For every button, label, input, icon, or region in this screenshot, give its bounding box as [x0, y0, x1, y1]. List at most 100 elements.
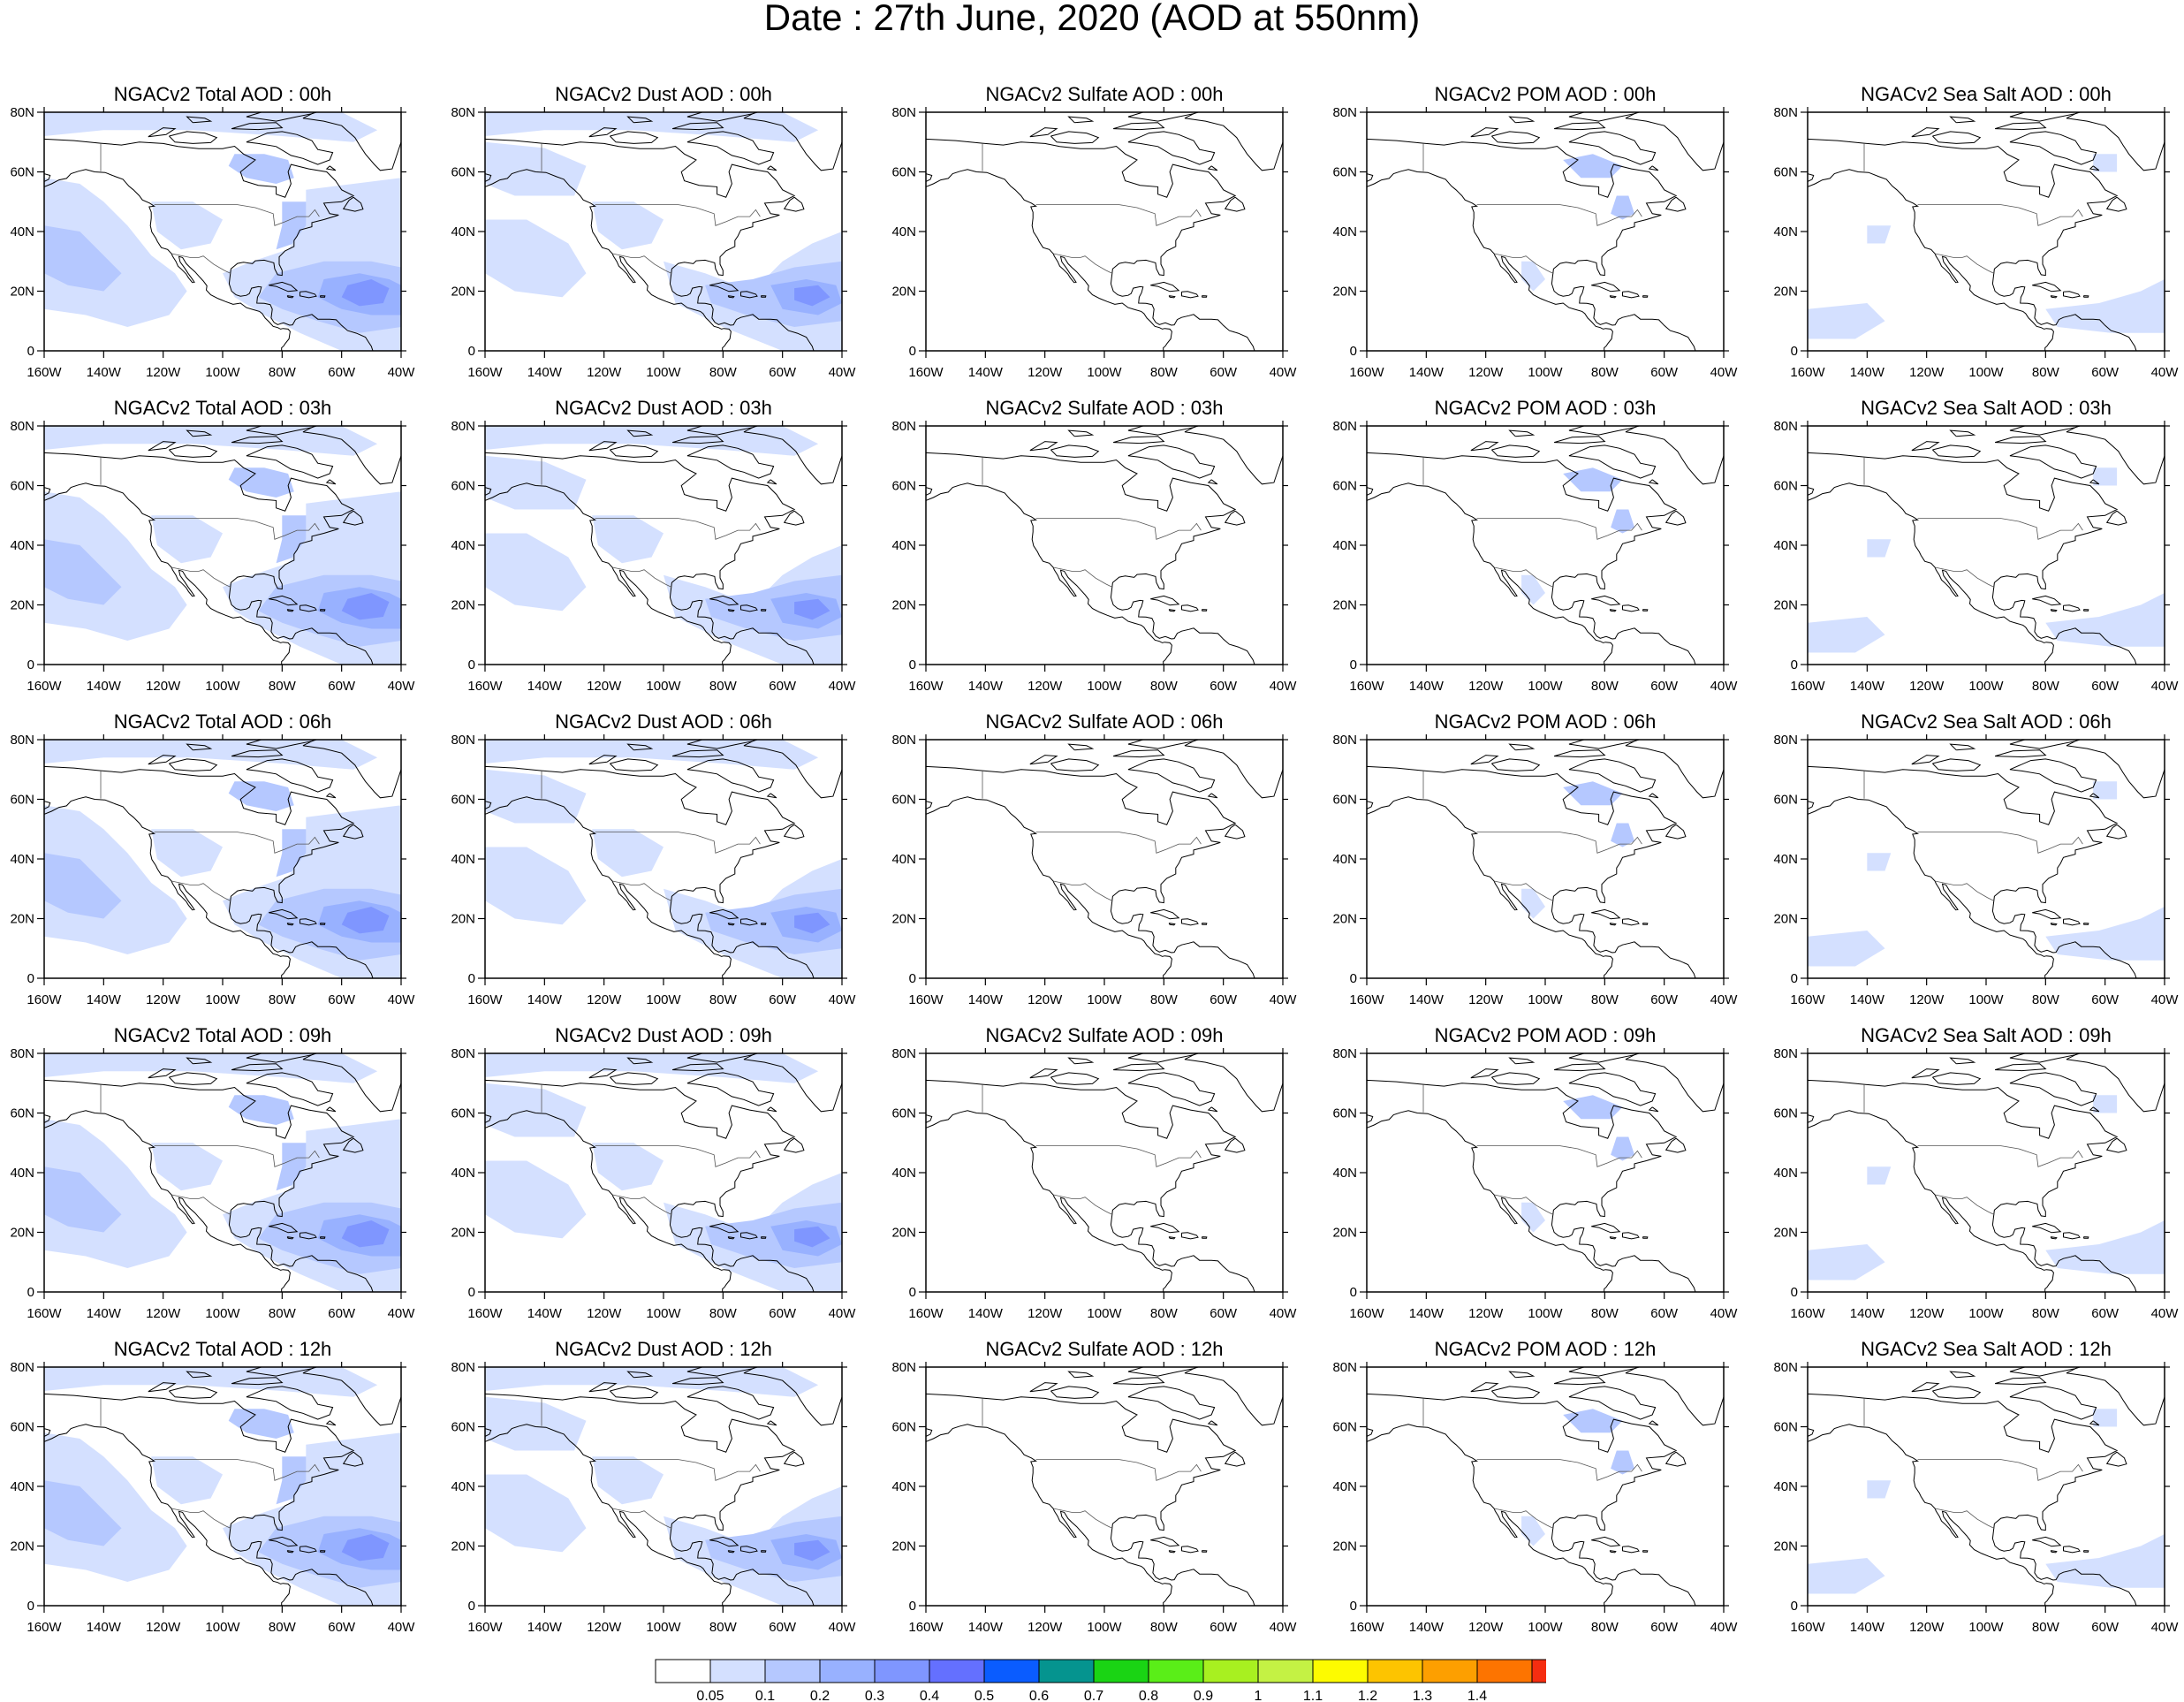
island-outline — [2063, 918, 2081, 926]
lat-tick-label: 0 — [468, 971, 475, 986]
map-plot: 160W 140W 120W 100W 80W 60W 40W 0 20N 40N 60N 80N — [1332, 105, 1738, 380]
lat-tick-label: 20N — [1773, 1539, 1798, 1554]
lon-tick-label: 40W — [1710, 1306, 1739, 1321]
panel-title: NGACv2 Total AOD : 00h — [113, 83, 332, 105]
aod-shade-region — [44, 1480, 122, 1546]
lon-tick-label: 60W — [1210, 1306, 1238, 1321]
border-line — [1935, 880, 1995, 901]
map-plot: 160W 140W 120W 100W 80W 60W 40W 0 20N 40N 60N 80N — [1773, 1046, 2179, 1321]
lat-tick-label: 40N — [891, 852, 916, 867]
aod-shade-region — [485, 1160, 587, 1239]
aod-shade-region — [1563, 467, 1623, 492]
island-outline — [2050, 609, 2058, 612]
map-panel: NGACv2 Dust AOD : 03h 160W 140W 120W 100W 80W… — [451, 397, 856, 694]
island-outline — [1067, 1371, 1095, 1379]
lon-tick-label: 40W — [2151, 1306, 2180, 1321]
island-outline — [1994, 749, 2047, 758]
border-line — [1935, 1194, 1995, 1215]
lon-tick-label: 140W — [1409, 365, 1445, 380]
lon-tick-label: 100W — [646, 1620, 681, 1635]
island-outline — [1150, 281, 1180, 293]
lon-tick-label: 140W — [87, 1620, 122, 1635]
island-outline — [2089, 479, 2100, 485]
island-outline — [148, 755, 177, 765]
coastline — [926, 765, 1255, 978]
island-outline — [1591, 1536, 1621, 1547]
lat-tick-label: 40N — [10, 1166, 34, 1181]
lon-tick-label: 120W — [1909, 679, 1945, 694]
lat-tick-label: 20N — [891, 1226, 916, 1241]
aod-shade-region — [44, 1432, 187, 1582]
lon-tick-label: 100W — [1528, 1620, 1563, 1635]
lon-tick-label: 60W — [769, 365, 797, 380]
aod-shade-region — [1563, 1409, 1623, 1433]
lon-tick-label: 120W — [587, 992, 622, 1007]
lon-tick-label: 120W — [1909, 992, 1945, 1007]
lon-tick-label: 100W — [646, 365, 681, 380]
island-outline — [1568, 444, 1657, 479]
lon-tick-label: 80W — [2032, 365, 2060, 380]
island-outline — [1067, 429, 1095, 437]
border-line — [595, 1459, 761, 1481]
lat-tick-label: 0 — [909, 1599, 916, 1614]
lat-tick-label: 20N — [451, 912, 475, 927]
lat-tick-label: 80N — [1773, 105, 1798, 120]
island-outline — [1568, 426, 1642, 436]
island-outline — [1067, 743, 1095, 751]
island-outline — [2009, 1386, 2097, 1420]
island-outline — [1112, 122, 1165, 131]
map-panel: NGACv2 Sulfate AOD : 00h 160W 140W 120W 100W… — [891, 83, 1297, 380]
island-outline — [1568, 1053, 1642, 1063]
aod-shade-region — [592, 201, 664, 250]
border-line — [1053, 253, 1113, 274]
lon-tick-label: 160W — [1349, 679, 1384, 694]
island-outline — [2032, 908, 2062, 920]
island-outline — [1050, 758, 1100, 771]
greenland-outline — [1625, 112, 1724, 171]
lon-tick-label: 160W — [1349, 992, 1384, 1007]
island-outline — [1508, 1057, 1536, 1065]
greenland-outline — [743, 740, 842, 799]
lat-tick-label: 20N — [451, 1539, 475, 1554]
lon-tick-label: 140W — [87, 365, 122, 380]
lat-tick-label: 80N — [1332, 1046, 1357, 1061]
map-panel: NGACv2 POM AOD : 00h 160W 140W 120W 100W 80W 6… — [1332, 83, 1738, 380]
lat-tick-label: 40N — [1332, 1479, 1357, 1494]
map-plot: 160W 140W 120W 100W 80W 60W 40W 0 20N 40N 60N 80N — [451, 1360, 856, 1635]
lat-tick-label: 40N — [1773, 852, 1798, 867]
greenland-outline — [2066, 740, 2165, 799]
lat-tick-label: 40N — [451, 1479, 475, 1494]
aod-shade-region — [485, 1083, 587, 1137]
panel-title: NGACv2 POM AOD : 00h — [1434, 83, 1657, 105]
lon-tick-label: 140W — [1409, 1306, 1445, 1321]
lon-tick-label: 60W — [1650, 1620, 1679, 1635]
lat-tick-label: 20N — [10, 912, 34, 927]
aod-shade-region — [44, 112, 378, 142]
lon-tick-label: 40W — [829, 365, 857, 380]
island-outline — [760, 609, 767, 612]
island-outline — [1642, 923, 1649, 925]
island-outline — [2050, 1550, 2058, 1554]
coastline — [1808, 1079, 2137, 1292]
aod-shade-region — [485, 219, 587, 298]
island-outline — [169, 1072, 218, 1085]
aod-shade-region — [44, 1367, 378, 1397]
island-outline — [1568, 758, 1657, 793]
island-outline — [686, 1072, 775, 1106]
aod-shade-region — [44, 1053, 378, 1083]
lat-tick-label: 80N — [1773, 1360, 1798, 1375]
island-outline — [1553, 122, 1606, 131]
lon-tick-label: 60W — [2091, 365, 2120, 380]
island-outline — [2032, 1536, 2062, 1547]
island-outline — [1508, 116, 1536, 124]
lon-tick-label: 60W — [2091, 1306, 2120, 1321]
lon-tick-label: 140W — [968, 1306, 1004, 1321]
panel-title: NGACv2 Sulfate AOD : 03h — [985, 397, 1224, 419]
island-outline — [588, 755, 618, 765]
aod-shade-region — [151, 515, 223, 564]
aod-shade-region — [1867, 853, 1892, 871]
island-outline — [1207, 479, 1218, 485]
map-plot: 160W 140W 120W 100W 80W 60W 40W 0 20N 40N 60N 80N — [1332, 1046, 1738, 1321]
lon-tick-label: 40W — [388, 365, 416, 380]
panel-title: NGACv2 Dust AOD : 09h — [555, 1024, 772, 1046]
